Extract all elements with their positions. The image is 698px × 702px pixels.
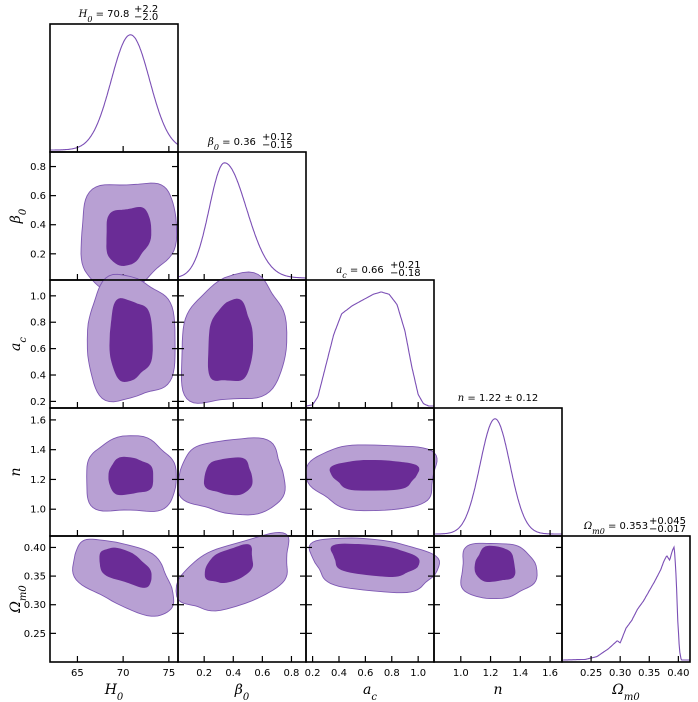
x-tick-label: 1.4: [512, 668, 528, 679]
panel-frame: [433, 407, 563, 537]
panel-title: β0 = 0.36: [207, 137, 256, 152]
contour-68-H0-beta0: [106, 206, 152, 266]
contour-panel-ac-n: [305, 407, 438, 537]
title-minus: −2.0: [134, 12, 158, 23]
panel-frame: [305, 279, 435, 409]
x-axis-label-Om0: Ωm0: [611, 682, 640, 702]
y-tick-label: 0.4: [30, 220, 46, 231]
x-tick-label: 70: [117, 668, 130, 679]
panel-title: Ωm0 = 0.353: [583, 521, 648, 536]
marginal-panel-H0: H0 = 70.8 +2.2−2.0: [49, 4, 179, 153]
x-tick-label: 0.40: [667, 668, 689, 679]
contour-panel-beta0-ac: [177, 271, 307, 409]
x-tick-label: 1.0: [453, 668, 469, 679]
panel-frame: [177, 151, 307, 281]
y-tick-label: 0.8: [30, 162, 46, 173]
y-axis-label-Om0: Ωm0: [8, 585, 29, 614]
marginal-panel-ac: ac = 0.66 +0.21−0.18: [305, 260, 435, 409]
contour-68-n-Om0: [474, 545, 516, 583]
x-tick-label: 0.4: [331, 668, 347, 679]
y-tick-label: 0.35: [24, 572, 46, 583]
x-tick-label: 0.4: [225, 668, 241, 679]
title-plus: +2.2: [134, 4, 158, 15]
contour-68-ac-Om0: [330, 543, 420, 577]
y-tick-label: 0.30: [24, 600, 46, 611]
x-tick-label: 0.2: [305, 668, 321, 679]
x-axis-label-beta0: β0: [234, 682, 250, 702]
y-axis-label-n: n: [8, 467, 24, 476]
marginal-curve-Om0: [562, 545, 690, 661]
panel-title: ac = 0.66: [336, 265, 383, 280]
y-tick-label: 1.6: [30, 415, 46, 426]
x-tick-label: 0.35: [638, 668, 660, 679]
x-axis-label-n: n: [493, 682, 502, 698]
y-axis-label-beta0: β0: [8, 208, 29, 224]
contour-panel-n-Om0: 1.0 1.2 1.4 1.6: [433, 535, 563, 679]
x-tick-label: 0.8: [284, 668, 300, 679]
title-plus: +0.21: [390, 260, 421, 271]
x-tick-label: 1.0: [410, 668, 426, 679]
contour-68-ac-n: [329, 459, 420, 491]
y-tick-label: 0.2: [30, 249, 46, 260]
y-tick-label: 1.0: [30, 505, 46, 516]
y-tick-label: 0.6: [30, 191, 46, 202]
contour-panel-H0-ac: 0.2 0.4 0.6 0.8 1.0: [30, 273, 179, 409]
title-plus: +0.045: [649, 516, 686, 527]
y-tick-label: 0.6: [30, 344, 46, 355]
contour-68-H0-n: [108, 456, 154, 496]
contour-68-beta0-ac: [207, 298, 254, 382]
x-tick-label: 0.25: [580, 668, 602, 679]
x-axis-label-ac: ac: [363, 682, 377, 702]
x-tick-label: 1.2: [483, 668, 499, 679]
x-tick-label: 65: [71, 668, 84, 679]
y-tick-label: 0.25: [24, 629, 46, 640]
x-tick-label: 0.8: [384, 668, 400, 679]
panel-title: H0 = 70.8: [78, 9, 130, 24]
title-minus: −0.017: [649, 524, 686, 535]
y-tick-label: 1.2: [30, 475, 46, 486]
marginal-curve-H0: [50, 34, 179, 151]
panel-frame: [561, 535, 691, 663]
marginal-panel-n: n = 1.22 ± 0.12: [433, 393, 563, 537]
marginal-panel-Om0: Ωm0 = 0.353 +0.045−0.017 0.25 0.30 0.35 0.40: [561, 516, 691, 679]
y-axis-label-ac: ac: [8, 337, 29, 351]
panel-frame: [49, 23, 179, 153]
x-tick-label: 0.6: [357, 668, 373, 679]
x-tick-label: 0.6: [254, 668, 270, 679]
contour-panel-beta0-Om0: 0.2 0.4 0.6 0.8: [175, 531, 307, 679]
contour-68-beta0-n: [203, 457, 253, 496]
x-tick-label: 0.30: [609, 668, 631, 679]
marginal-curve-n: [434, 418, 562, 535]
panel-title: n = 1.22 ± 0.12: [458, 393, 538, 404]
x-tick-label: 1.6: [542, 668, 558, 679]
y-tick-label: 0.2: [30, 397, 46, 408]
y-tick-label: 0.4: [30, 371, 46, 382]
y-tick-label: 1.0: [30, 291, 46, 302]
contour-panel-H0-n: 1.0 1.2 1.4 1.6: [30, 407, 179, 537]
marginal-curve-beta0: [177, 162, 306, 279]
x-tick-label: 0.2: [196, 668, 212, 679]
title-minus: −0.18: [390, 268, 421, 279]
marginal-curve-ac: [305, 291, 434, 407]
contour-68-beta0-Om0: [204, 544, 254, 584]
y-tick-label: 1.4: [30, 445, 46, 456]
contour-68-H0-ac: [109, 298, 153, 383]
x-axis-label-H0: H0: [104, 682, 124, 702]
y-tick-label: 0.40: [24, 543, 46, 554]
y-tick-label: 0.8: [30, 318, 46, 329]
contour-panel-ac-Om0: 0.2 0.4 0.6 0.8 1.0: [305, 535, 440, 679]
contour-panel-H0-Om0: 65 70 75 0.25 0.30 0.35 0.40: [24, 535, 179, 679]
contour-panel-H0-beta0: 0.2 0.4 0.6 0.8: [30, 151, 179, 293]
x-tick-label: 75: [162, 668, 175, 679]
contour-panel-beta0-n: [177, 407, 307, 537]
marginal-panel-beta0: β0 = 0.36 +0.12−0.15: [177, 132, 307, 281]
title-plus: +0.12: [262, 132, 293, 143]
title-minus: −0.15: [262, 140, 293, 151]
contour-68-H0-Om0: [99, 547, 152, 588]
